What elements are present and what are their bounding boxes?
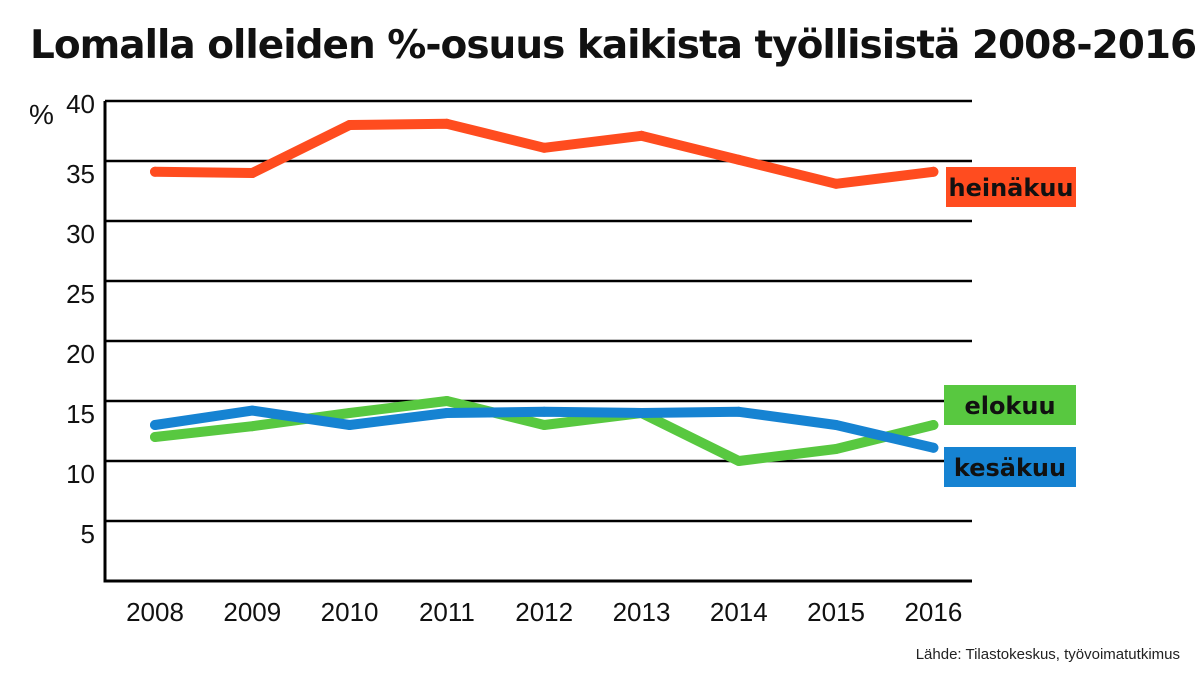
data-point-s1-2009 xyxy=(247,168,258,178)
x-tick-label-2015: 2015 xyxy=(807,597,865,627)
data-point-s2-2008 xyxy=(150,432,160,442)
y-tick-label-5: 5 xyxy=(81,519,95,549)
data-point-s3-2011 xyxy=(441,408,452,418)
x-tick-label-2011: 2011 xyxy=(419,597,475,627)
series-line-1 xyxy=(150,118,939,189)
y-tick-label-10: 10 xyxy=(66,459,95,489)
data-point-s2-2014 xyxy=(733,456,744,466)
x-tick-label-2008: 2008 xyxy=(126,597,184,627)
y-axis-unit-label: % xyxy=(29,99,54,130)
x-tick-label-2013: 2013 xyxy=(613,597,671,627)
data-point-s2-2010 xyxy=(344,408,355,418)
data-point-s2-2016 xyxy=(928,420,939,430)
data-point-s1-2011 xyxy=(441,118,452,129)
legend-label-3: kesäkuu xyxy=(954,454,1066,482)
source-note: Lähde: Tilastokeskus, työvoimatutkimus xyxy=(915,646,1180,663)
chart-title: Lomalla olleiden %-osuus kaikista työlli… xyxy=(30,23,1197,68)
x-tick-label-2012: 2012 xyxy=(515,597,573,627)
legend-box-3 xyxy=(944,447,1076,487)
y-tick-label-25: 25 xyxy=(66,279,95,309)
data-point-s3-2010 xyxy=(344,420,355,430)
x-tick-label-2014: 2014 xyxy=(710,597,768,627)
x-tick-label-2009: 2009 xyxy=(223,597,281,627)
data-point-s1-2013 xyxy=(636,130,647,141)
data-point-s3-2013 xyxy=(636,408,647,418)
legend-box-2 xyxy=(944,385,1076,425)
legend-box-1 xyxy=(946,167,1076,207)
data-point-s2-2012 xyxy=(539,420,550,430)
data-point-s1-2008 xyxy=(150,166,160,177)
data-point-s1-2015 xyxy=(831,178,842,189)
data-point-s3-2016 xyxy=(928,442,939,453)
x-tick-label-2010: 2010 xyxy=(321,597,379,627)
data-point-s1-2010 xyxy=(344,120,355,130)
y-tick-label-40: 40 xyxy=(66,89,95,119)
data-point-s2-2015 xyxy=(831,444,842,454)
legend-label-2: elokuu xyxy=(964,392,1055,420)
legend-label-1: heinäkuu xyxy=(948,174,1073,202)
data-point-s3-2014 xyxy=(733,406,744,417)
x-tick-label-2016: 2016 xyxy=(904,597,962,627)
y-tick-label-30: 30 xyxy=(66,219,95,249)
data-point-s1-2012 xyxy=(539,142,550,153)
data-point-s3-2008 xyxy=(150,420,160,430)
y-tick-label-35: 35 xyxy=(66,159,95,189)
data-point-s3-2009 xyxy=(247,405,258,416)
y-tick-label-15: 15 xyxy=(66,399,95,429)
y-tick-label-20: 20 xyxy=(66,339,95,369)
data-point-s2-2009 xyxy=(247,421,258,432)
data-point-s3-2012 xyxy=(539,406,550,417)
data-point-s1-2016 xyxy=(928,166,939,177)
data-point-s3-2015 xyxy=(831,420,842,430)
data-point-s2-2011 xyxy=(441,396,452,406)
data-point-s1-2014 xyxy=(733,154,744,165)
